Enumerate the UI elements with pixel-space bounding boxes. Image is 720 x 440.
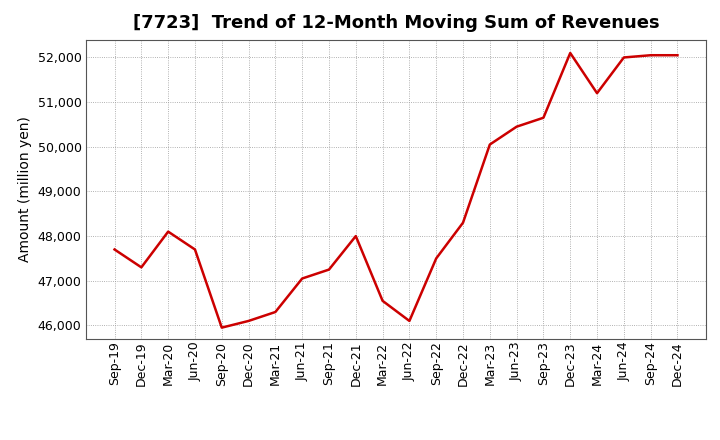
Y-axis label: Amount (million yen): Amount (million yen) bbox=[18, 116, 32, 262]
Title: [7723]  Trend of 12-Month Moving Sum of Revenues: [7723] Trend of 12-Month Moving Sum of R… bbox=[132, 15, 660, 33]
